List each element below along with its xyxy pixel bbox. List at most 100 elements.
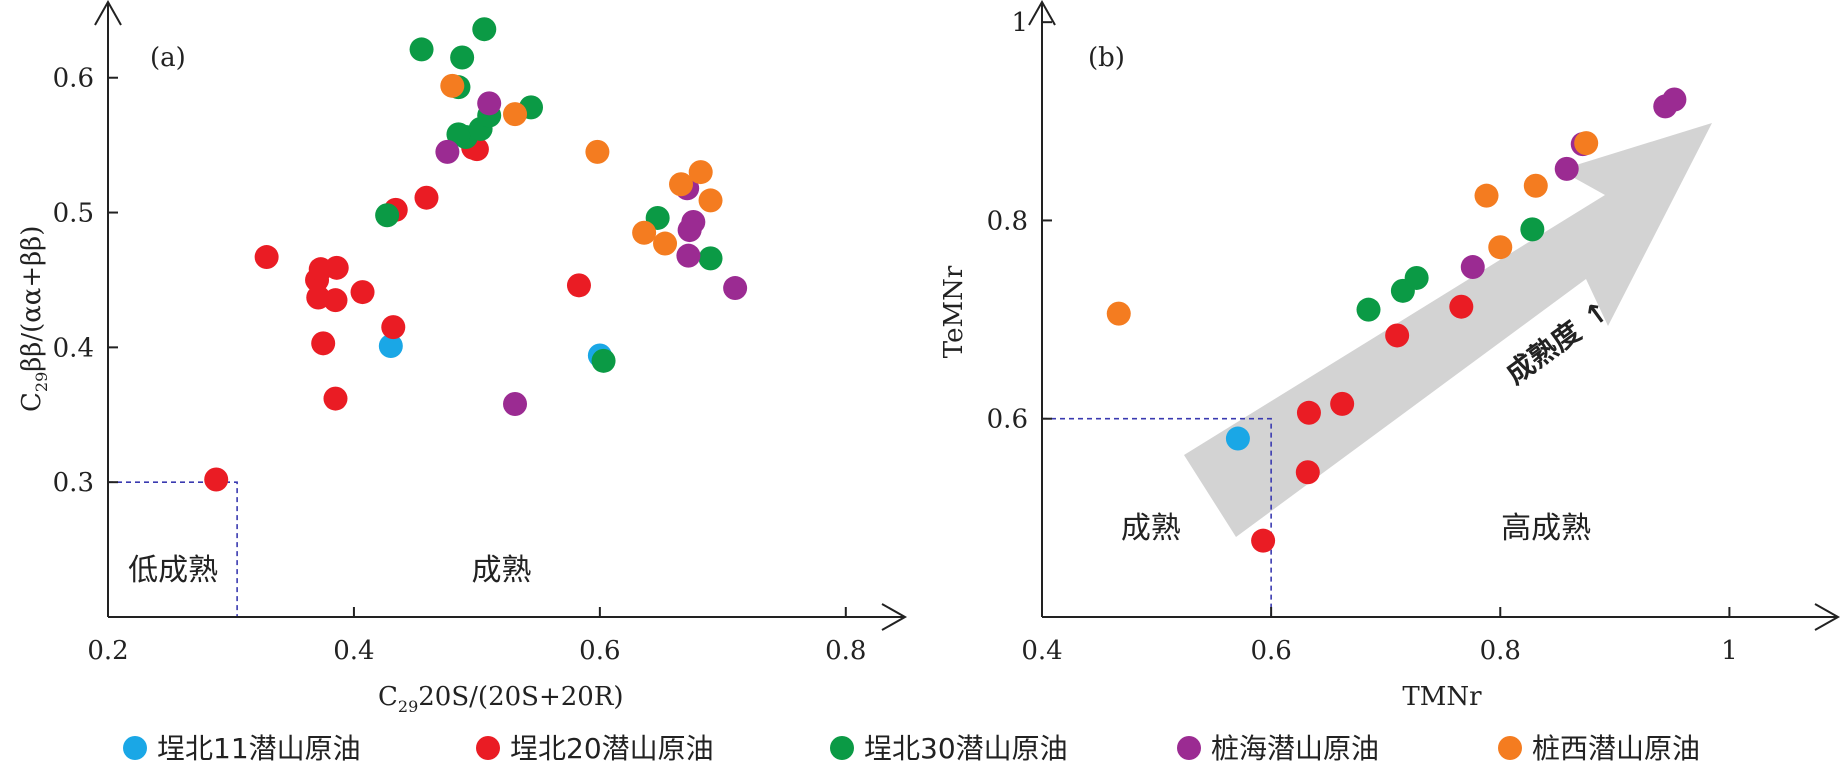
legend-marker bbox=[1498, 736, 1522, 760]
data-point bbox=[688, 160, 713, 185]
data-point bbox=[698, 246, 723, 271]
data-point bbox=[1106, 301, 1131, 326]
panel-b-y-arrow bbox=[1028, 0, 1056, 26]
panel-a-y-axis-title: C29ββ/(αα+ββ) bbox=[17, 226, 51, 412]
x-tick-label: 0.8 bbox=[825, 636, 866, 666]
data-point bbox=[450, 45, 475, 70]
data-point bbox=[378, 334, 403, 359]
panel-b-x-axis-title: TMNr bbox=[1402, 682, 1482, 712]
data-point bbox=[477, 91, 502, 116]
legend-label: 桩西潜山原油 bbox=[1532, 732, 1700, 763]
y-tick-label: 0.8 bbox=[987, 206, 1028, 236]
panel-a-points bbox=[108, 17, 748, 617]
data-point bbox=[677, 218, 702, 243]
data-point bbox=[440, 73, 465, 98]
panel-a-label: (a) bbox=[150, 43, 186, 73]
data-point bbox=[1554, 156, 1579, 181]
data-point bbox=[311, 331, 336, 356]
data-point bbox=[254, 245, 279, 270]
y-tick-label: 0.3 bbox=[53, 468, 94, 498]
data-point bbox=[503, 102, 528, 127]
panel-a-x-axis-title: C2920S/(20S+20R) bbox=[378, 682, 624, 716]
x-tick-label: 0.2 bbox=[87, 636, 128, 666]
y-tick-label: 0.4 bbox=[53, 333, 94, 363]
data-point bbox=[503, 391, 528, 416]
data-point bbox=[1356, 297, 1381, 322]
region-label: 低成熟 bbox=[128, 553, 218, 588]
x-tick-label: 1 bbox=[1721, 636, 1738, 666]
panel-b-x-arrow bbox=[1814, 603, 1841, 631]
x-tick-label: 0.6 bbox=[1250, 636, 1291, 666]
data-point bbox=[323, 386, 348, 411]
data-point bbox=[1295, 460, 1320, 485]
legend-label: 桩海潜山原油 bbox=[1211, 732, 1379, 763]
data-point bbox=[1474, 183, 1499, 208]
data-point bbox=[1574, 131, 1599, 156]
y-tick-label: 1 bbox=[1011, 8, 1028, 38]
legend-label: 埕北11潜山原油 bbox=[157, 732, 361, 763]
panel-b-points bbox=[1042, 87, 1687, 617]
data-point bbox=[446, 122, 471, 147]
panel-b-ticks: 0.4 0.6 0.8 1 0.6 0.8 1 成熟 高成熟 bbox=[987, 8, 1738, 666]
x-tick-label: 0.8 bbox=[1480, 636, 1521, 666]
legend-marker bbox=[123, 736, 147, 760]
data-point bbox=[1662, 87, 1687, 112]
data-point bbox=[653, 231, 678, 256]
panel-a-y-arrow bbox=[94, 0, 122, 26]
x-tick-label: 0.6 bbox=[579, 636, 620, 666]
region-label: 成熟 bbox=[471, 553, 531, 588]
data-point bbox=[323, 288, 348, 313]
data-point bbox=[585, 139, 610, 164]
threshold-line bbox=[1042, 417, 1272, 617]
data-point bbox=[381, 315, 406, 340]
maturity-trend-arrow bbox=[1184, 123, 1712, 537]
panel-b-label: (b) bbox=[1088, 43, 1125, 73]
data-point bbox=[409, 37, 434, 62]
data-point bbox=[591, 348, 616, 373]
x-tick-label: 0.4 bbox=[333, 636, 374, 666]
data-point bbox=[632, 220, 657, 245]
data-point bbox=[204, 467, 229, 492]
data-point bbox=[1449, 294, 1474, 319]
legend-label: 埕北30潜山原油 bbox=[864, 732, 1068, 763]
panel-a-ticks: 0.2 0.4 0.6 0.8 0.3 0.4 0.5 0.6 低成熟 成熟 bbox=[53, 64, 867, 666]
panel-b-y-axis-title: TeMNr bbox=[939, 265, 969, 358]
data-point bbox=[472, 17, 497, 42]
data-point bbox=[723, 276, 748, 301]
x-tick-label: 0.4 bbox=[1021, 636, 1062, 666]
panel-a-x-arrow bbox=[881, 603, 908, 631]
data-point bbox=[375, 203, 400, 228]
data-point bbox=[1523, 173, 1548, 198]
data-point bbox=[1330, 391, 1355, 416]
y-tick-label: 0.6 bbox=[987, 405, 1028, 435]
legend-label: 埕北20潜山原油 bbox=[510, 732, 714, 763]
data-point bbox=[350, 280, 375, 305]
data-point bbox=[324, 255, 349, 280]
data-point bbox=[1404, 265, 1429, 290]
data-point bbox=[1488, 235, 1513, 260]
legend-marker bbox=[830, 736, 854, 760]
data-point bbox=[414, 185, 439, 210]
data-point bbox=[698, 188, 723, 213]
data-point bbox=[676, 243, 701, 268]
panel-a: 0.2 0.4 0.6 0.8 0.3 0.4 0.5 0.6 低成熟 成熟 (a) C2920S… bbox=[17, 0, 908, 716]
threshold-line bbox=[108, 481, 238, 617]
region-label: 高成熟 bbox=[1501, 511, 1591, 546]
data-point bbox=[435, 139, 460, 164]
data-point bbox=[1460, 255, 1485, 280]
legend-marker bbox=[476, 736, 500, 760]
data-point bbox=[1251, 528, 1276, 553]
data-point bbox=[1520, 217, 1545, 242]
data-point bbox=[1225, 426, 1250, 451]
region-label: 成熟 bbox=[1121, 511, 1181, 546]
panel-b: 0.4 0.6 0.8 1 0.6 0.8 1 成熟 高成熟 (b) TMNr TeMNr 成熟… bbox=[939, 0, 1841, 712]
panel-a-axes bbox=[94, 0, 908, 631]
y-tick-label: 0.5 bbox=[53, 199, 94, 229]
data-point bbox=[1296, 400, 1321, 425]
data-point bbox=[566, 273, 591, 298]
panel-b-axes bbox=[1028, 0, 1841, 631]
legend-marker bbox=[1177, 736, 1201, 760]
data-point bbox=[669, 172, 694, 197]
data-point bbox=[1385, 323, 1410, 348]
